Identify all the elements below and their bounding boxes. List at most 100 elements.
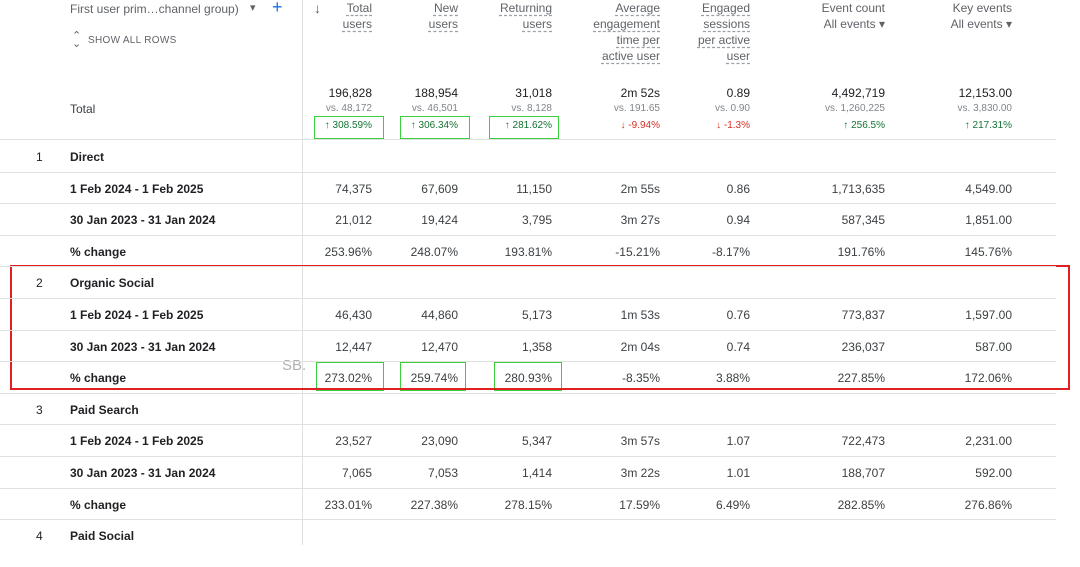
- row-index: 4: [36, 529, 43, 544]
- row-label: 30 Jan 2023 - 31 Jan 2024: [70, 466, 216, 480]
- cell-value: 11,150: [516, 181, 552, 196]
- total-change: ↑ 308.59%: [324, 120, 372, 131]
- row-index: 2: [36, 276, 43, 291]
- total-comparison: vs. 3,830.00: [957, 103, 1012, 114]
- total-comparison: vs. 1,260,225: [824, 103, 885, 114]
- column-header[interactable]: Engaged sessions per active user: [697, 1, 750, 63]
- cell-value: 19,424: [421, 213, 458, 228]
- total-value: 196,828: [328, 86, 372, 100]
- column-divider: [302, 0, 303, 545]
- cell-value: 280.93%: [504, 371, 552, 386]
- cell-value: 4,549.00: [965, 181, 1012, 196]
- add-dimension-icon[interactable]: +: [272, 0, 283, 17]
- cell-value: 259.74%: [410, 371, 458, 386]
- row-divider: [0, 456, 1056, 457]
- cell-value: 253.96%: [324, 244, 372, 259]
- column-header[interactable]: Returning users: [499, 1, 552, 31]
- cell-value: 67,609: [421, 181, 458, 196]
- metric-filter[interactable]: All events: [775, 16, 885, 32]
- cell-value: 227.85%: [837, 371, 885, 386]
- column-header[interactable]: Average engagement time per active user: [593, 1, 660, 63]
- total-comparison: vs. 46,501: [411, 103, 458, 114]
- row-divider: [0, 203, 1056, 205]
- row-divider: [0, 519, 1056, 521]
- row-index: 1: [36, 150, 43, 164]
- highlight-box: [400, 362, 466, 391]
- cell-value: 172.06%: [964, 371, 1012, 386]
- cell-value: 23,527: [335, 434, 372, 449]
- cell-value: 3,795: [521, 213, 552, 228]
- row-index: 3: [36, 402, 43, 417]
- total-change: ↑ 217.31%: [964, 120, 1012, 131]
- cell-value: 145.76%: [964, 244, 1012, 259]
- cell-value: 3m 27s: [620, 213, 660, 228]
- cell-value: 188,707: [841, 466, 885, 480]
- cell-value: 273.02%: [324, 371, 372, 386]
- total-change: ↑ 281.62%: [504, 120, 552, 131]
- column-header[interactable]: Total users: [342, 1, 372, 31]
- row-label: % change: [70, 497, 127, 512]
- cell-value: -8.17%: [711, 244, 750, 259]
- header-divider: [0, 139, 1056, 140]
- cell-value: 191.76%: [837, 244, 885, 259]
- cell-value: 6.49%: [715, 497, 750, 512]
- total-value: 0.89: [726, 86, 750, 100]
- highlight-box: [494, 362, 562, 391]
- cell-value: -8.35%: [621, 371, 660, 386]
- sort-icon: ↓: [314, 0, 321, 16]
- total-value: 4,492,719: [831, 86, 885, 100]
- cell-value: 46,430: [335, 308, 372, 322]
- cell-value: 3m 22s: [620, 466, 660, 480]
- group-name: Direct: [70, 150, 105, 164]
- cell-value: 74,375: [335, 181, 372, 196]
- total-change: ↑ 256.5%: [843, 120, 885, 131]
- cell-value: 193.81%: [504, 244, 552, 259]
- cell-value: -15.21%: [615, 244, 660, 259]
- row-label: % change: [70, 244, 127, 259]
- cell-value: 276.86%: [964, 497, 1012, 512]
- row-label: 30 Jan 2023 - 31 Jan 2024: [70, 339, 216, 354]
- cell-value: 1.01: [726, 466, 750, 480]
- highlight-box: [316, 362, 384, 391]
- dimension-selector[interactable]: First user prim…channel group): [70, 2, 239, 16]
- row-divider: [0, 171, 1056, 173]
- cell-value: 1.07: [726, 434, 750, 449]
- highlight-box: [10, 265, 1070, 390]
- row-divider: [0, 329, 1056, 331]
- cell-value: 236,037: [841, 339, 885, 354]
- total-change: ↓ -9.94%: [620, 120, 660, 131]
- total-comparison: vs. 48,172: [325, 103, 372, 114]
- row-divider: [0, 361, 1056, 363]
- total-value: 188,954: [414, 86, 458, 100]
- cell-value: 1,713,635: [831, 181, 885, 196]
- cell-value: 2,231.00: [965, 434, 1012, 449]
- cell-value: 3m 57s: [620, 434, 660, 449]
- column-header[interactable]: Event count: [821, 1, 885, 15]
- row-divider: [0, 298, 1056, 299]
- cell-value: 1,597.00: [965, 308, 1012, 322]
- total-change: ↑ 306.34%: [410, 120, 458, 131]
- cell-value: 0.76: [726, 308, 750, 322]
- dropdown-icon[interactable]: ▾: [250, 2, 256, 14]
- row-label: 1 Feb 2024 - 1 Feb 2025: [70, 434, 204, 449]
- total-value: 31,018: [515, 86, 552, 100]
- cell-value: 44,860: [421, 308, 458, 322]
- cell-value: 282.85%: [837, 497, 885, 512]
- total-value: 2m 52s: [620, 86, 660, 100]
- show-all-rows[interactable]: SHOW ALL ROWS: [88, 35, 177, 46]
- total-label: Total: [70, 102, 96, 116]
- cell-value: 5,173: [521, 308, 552, 322]
- row-label: % change: [70, 371, 127, 386]
- highlight-box: [314, 116, 384, 139]
- cell-value: 7,065: [341, 466, 372, 480]
- column-header[interactable]: Key events: [952, 1, 1012, 15]
- cell-value: 1m 53s: [620, 308, 660, 322]
- cell-value: 12,470: [421, 339, 458, 354]
- metric-filter[interactable]: All events: [902, 16, 1012, 32]
- cell-value: 17.59%: [619, 497, 660, 512]
- cell-value: 1,851.00: [965, 213, 1012, 228]
- column-header[interactable]: New users: [428, 1, 458, 31]
- cell-value: 248.07%: [410, 244, 458, 259]
- cell-value: 233.01%: [324, 497, 372, 512]
- cell-value: 2m 04s: [620, 339, 660, 354]
